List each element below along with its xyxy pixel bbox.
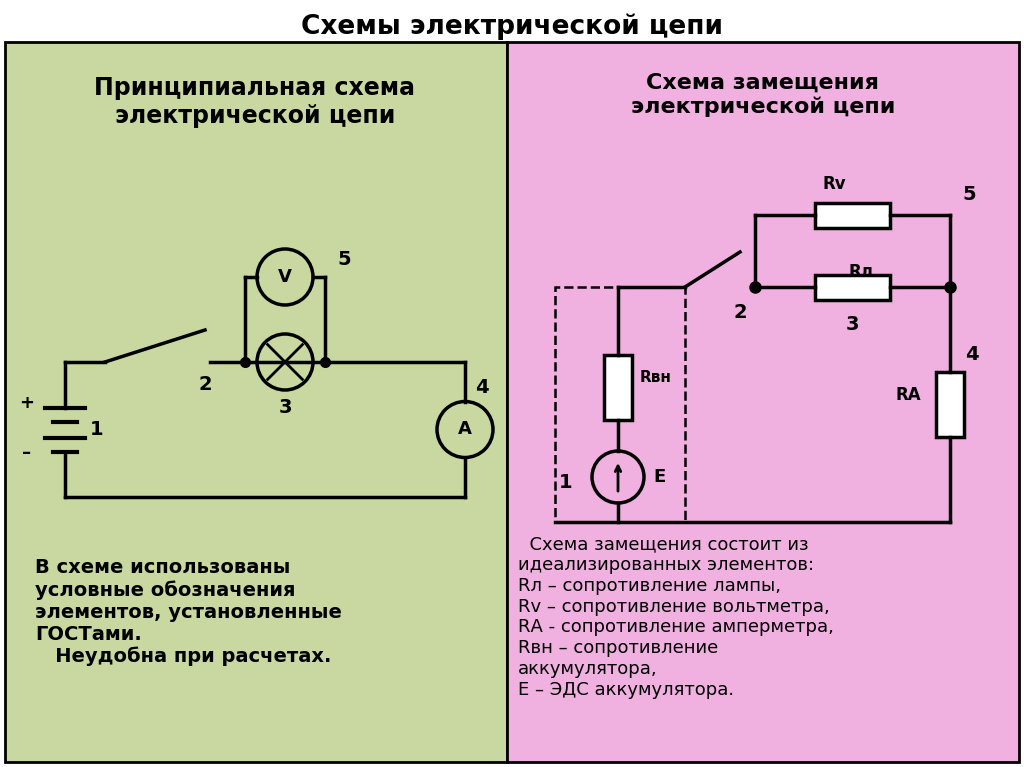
Text: 5: 5	[962, 186, 976, 205]
Text: –: –	[23, 445, 32, 463]
Bar	[936, 372, 964, 437]
Text: Rвн: Rвн	[640, 370, 672, 384]
Text: RА: RА	[895, 386, 921, 403]
Text: 4: 4	[475, 378, 488, 397]
Bar	[815, 275, 890, 299]
Text: 1: 1	[90, 420, 103, 439]
Text: 4: 4	[965, 345, 979, 364]
Text: Схема замещения
электрической цепи: Схема замещения электрической цепи	[631, 73, 895, 117]
Bar	[604, 354, 632, 420]
Text: Схемы электрической цепи: Схемы электрической цепи	[301, 14, 723, 40]
Bar	[555, 287, 685, 522]
Text: Rл: Rл	[848, 263, 872, 281]
Bar	[5, 42, 507, 762]
Bar	[507, 42, 1019, 762]
Text: Rv: Rv	[822, 175, 846, 193]
Text: A: A	[458, 420, 472, 439]
Text: 3: 3	[279, 397, 292, 416]
Text: 2: 2	[199, 374, 212, 393]
Text: В схеме использованы
условные обозначения
элементов, установленные
ГОСТами.
   Н: В схеме использованы условные обозначени…	[35, 558, 342, 667]
Text: +: +	[19, 394, 35, 413]
Text: 2: 2	[733, 302, 746, 321]
Text: 3: 3	[846, 315, 859, 334]
Text: V: V	[279, 268, 292, 286]
Text: Схема замещения состоит из
идеализированных элементов:
Rл – сопротивление лампы,: Схема замещения состоит из идеализирован…	[518, 535, 834, 699]
Text: E: E	[653, 468, 666, 486]
Text: 5: 5	[337, 249, 350, 268]
Text: 1: 1	[559, 472, 572, 492]
Bar	[815, 202, 890, 228]
Text: Принципиальная схема
электрической цепи: Принципиальная схема электрической цепи	[94, 76, 416, 128]
